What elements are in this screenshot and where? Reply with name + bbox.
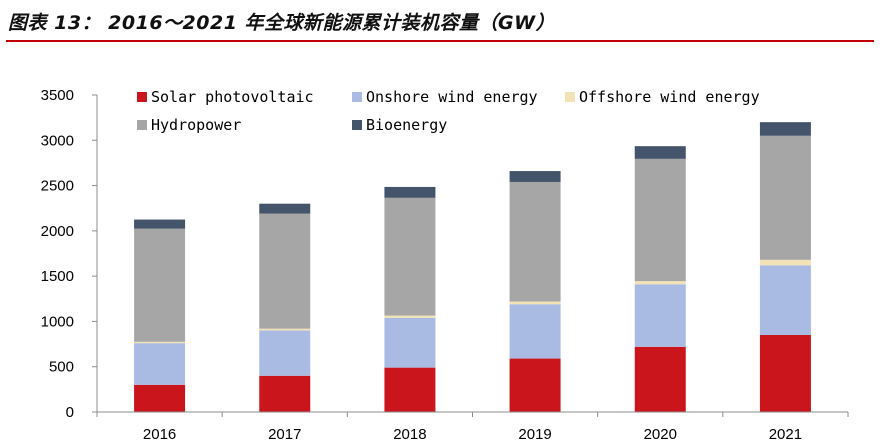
legend-swatch-offshore-wind-energy bbox=[565, 92, 575, 102]
bar-2019-offshore-wind-energy bbox=[509, 301, 561, 305]
y-tick-label-2000: 2000 bbox=[41, 223, 74, 240]
bar-2016-hydropower bbox=[134, 228, 186, 342]
bar-2019-onshore-wind-energy bbox=[509, 304, 561, 359]
x-tick-label-2017: 2017 bbox=[268, 426, 301, 443]
bar-2020-onshore-wind-energy bbox=[634, 284, 686, 347]
chart-title: 图表 13： 2016～2021 年全球新能源累计装机容量（GW） bbox=[8, 12, 556, 34]
bar-2017-bioenergy bbox=[259, 203, 311, 214]
legend-label-bioenergy: Bioenergy bbox=[366, 116, 447, 134]
bar-2018-onshore-wind-energy bbox=[384, 317, 436, 368]
legend-swatch-solar-photovoltaic bbox=[137, 92, 147, 102]
bar-2021-offshore-wind-energy bbox=[759, 259, 811, 266]
legend-swatch-bioenergy bbox=[352, 120, 362, 130]
bar-2017-onshore-wind-energy bbox=[259, 330, 311, 376]
x-tick-label-2020: 2020 bbox=[644, 426, 677, 443]
bar-2021-onshore-wind-energy bbox=[759, 265, 811, 336]
bar-2016-bioenergy bbox=[134, 219, 186, 229]
bar-2020-hydropower bbox=[634, 158, 686, 282]
legend-label-offshore-wind-energy: Offshore wind energy bbox=[579, 88, 760, 106]
y-tick-label-1500: 1500 bbox=[41, 268, 74, 285]
bar-2017-solar-photovoltaic bbox=[259, 375, 311, 412]
legend-label-onshore-wind-energy: Onshore wind energy bbox=[366, 88, 538, 106]
bar-2021-solar-photovoltaic bbox=[759, 335, 811, 412]
x-tick-label-2019: 2019 bbox=[518, 426, 551, 443]
bar-2017-offshore-wind-energy bbox=[259, 328, 311, 331]
legend-swatch-hydropower bbox=[137, 120, 147, 130]
bar-2018-bioenergy bbox=[384, 186, 436, 198]
x-tick-label-2016: 2016 bbox=[143, 426, 176, 443]
bar-2016-onshore-wind-energy bbox=[134, 343, 186, 385]
y-tick-label-1000: 1000 bbox=[41, 313, 74, 330]
y-tick-label-500: 500 bbox=[49, 359, 74, 376]
bar-2021-bioenergy bbox=[759, 122, 811, 136]
bar-2020-bioenergy bbox=[634, 146, 686, 159]
bar-2016-offshore-wind-energy bbox=[134, 341, 186, 344]
bar-2017-hydropower bbox=[259, 213, 311, 329]
y-tick-label-3500: 3500 bbox=[41, 87, 74, 104]
bar-2019-solar-photovoltaic bbox=[509, 358, 561, 412]
legend-label-hydropower: Hydropower bbox=[151, 116, 241, 134]
title-underline bbox=[6, 40, 874, 42]
bar-2021-hydropower bbox=[759, 135, 811, 260]
bar-2019-hydropower bbox=[509, 181, 561, 302]
y-tick-label-0: 0 bbox=[66, 404, 74, 421]
bar-2016-solar-photovoltaic bbox=[134, 384, 186, 412]
y-tick-label-3000: 3000 bbox=[41, 132, 74, 149]
x-tick-label-2018: 2018 bbox=[393, 426, 426, 443]
bar-2018-hydropower bbox=[384, 197, 436, 316]
bar-2018-solar-photovoltaic bbox=[384, 367, 436, 412]
y-tick-label-2500: 2500 bbox=[41, 178, 74, 195]
legend-label-solar-photovoltaic: Solar photovoltaic bbox=[151, 88, 314, 106]
legend-swatch-onshore-wind-energy bbox=[352, 92, 362, 102]
x-tick-label-2021: 2021 bbox=[769, 426, 802, 443]
bar-2020-offshore-wind-energy bbox=[634, 281, 686, 285]
bar-2019-bioenergy bbox=[509, 171, 561, 182]
bar-2020-solar-photovoltaic bbox=[634, 346, 686, 412]
bar-2018-offshore-wind-energy bbox=[384, 315, 436, 318]
